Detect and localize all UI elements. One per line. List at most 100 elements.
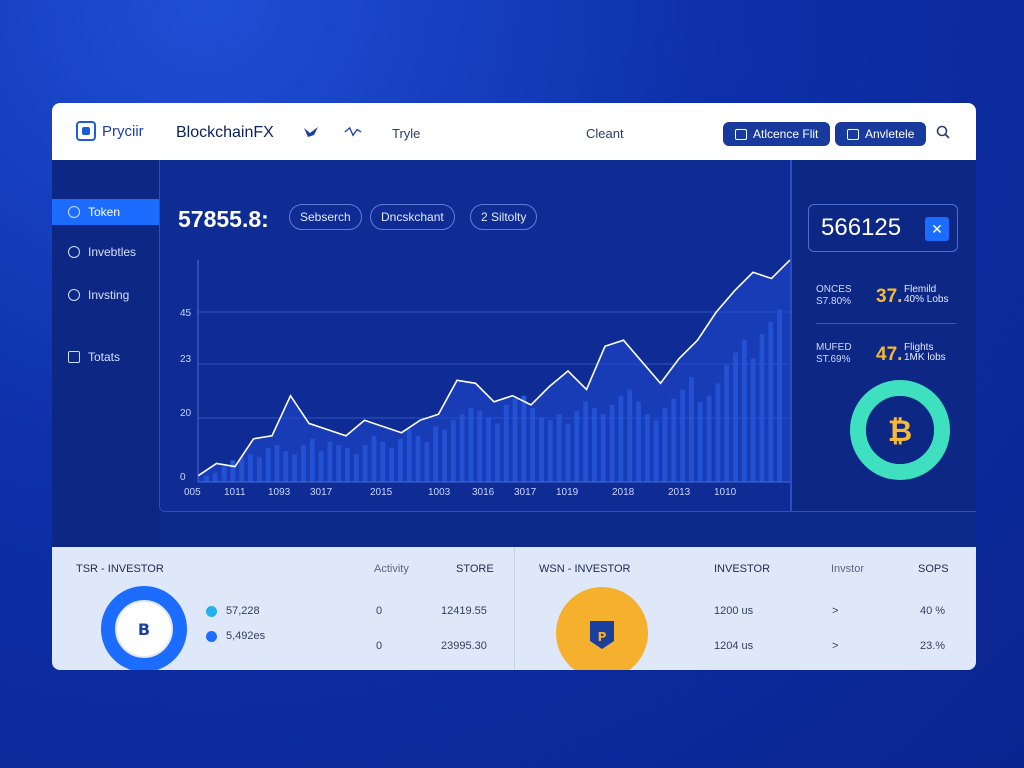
search-chip[interactable]: Sebserch	[289, 204, 362, 230]
stat1-label-b: S7.80%	[816, 296, 852, 307]
investor-panel: TSR - INVESTOR Activity STORE B 57,228 5…	[52, 547, 976, 670]
x-tick-label: 2013	[668, 487, 691, 498]
value-box-text: 566125	[821, 214, 902, 241]
bottom-divider	[514, 547, 515, 670]
lock-icon	[735, 128, 747, 140]
gold-coin: P	[556, 587, 648, 670]
logo-icon	[76, 121, 96, 141]
stat1-big: 37.	[876, 286, 903, 307]
stat2-big: 47.	[876, 344, 903, 365]
left-col-activity[interactable]: Activity	[374, 563, 409, 575]
table-cell: 40 %	[920, 605, 946, 617]
stat2-side: Flights 1MK lobs	[904, 343, 946, 363]
right-col-investor[interactable]: INVESTOR	[714, 563, 771, 575]
x-tick-label: 3016	[472, 487, 495, 498]
wallet-icon	[847, 128, 859, 140]
right-table-title: WSN - INVESTOR	[539, 563, 631, 575]
people-icon	[68, 246, 80, 258]
x-tick-label: 1019	[556, 487, 579, 498]
x-tick-label: 3017	[310, 487, 333, 498]
table-cell: 23.%	[920, 640, 946, 652]
sidebar-item-invsting[interactable]: Invsting	[52, 282, 159, 308]
legend-label-1: 57,228	[226, 605, 260, 617]
row-arrow[interactable]: >	[832, 605, 839, 617]
clock-icon	[68, 289, 80, 301]
close-icon[interactable]: ✕	[925, 217, 949, 241]
x-tick-label: 2018	[612, 487, 635, 498]
stat2-label: MUFED ST.69%	[816, 342, 852, 366]
top-bar: Pryciir BlockchainFX Tryle Cleant Atlcen…	[52, 103, 976, 160]
logo[interactable]: Pryciir	[76, 121, 144, 141]
coin-b-icon: B	[138, 620, 150, 639]
bitcoin-donut: ₿	[850, 380, 950, 480]
lock-button[interactable]: Atlcence Flit	[723, 122, 831, 146]
brand-title: BlockchainFX	[176, 124, 274, 141]
right-col-invstor[interactable]: Invstor	[831, 563, 865, 575]
sidebar-item-totats[interactable]: Totats	[52, 344, 159, 370]
right-col-sops[interactable]: SOPS	[918, 563, 949, 575]
price-line	[197, 259, 790, 477]
right-panel: 566125 ✕ ONCES S7.80% 37. Flemild 40% Lo…	[791, 160, 976, 512]
route-icon[interactable]	[344, 125, 362, 139]
price-chart[interactable]: 45 23 20 0 005 1011 1093 3017 2015 1003 3016 3017 10…	[160, 250, 790, 502]
sidebar: Token Invebtles Invsting Totats	[52, 160, 159, 547]
y-tick-label: 20	[180, 408, 192, 419]
bird-icon[interactable]	[302, 125, 320, 139]
legend-dot-2	[206, 631, 217, 642]
row-arrow[interactable]: >	[832, 640, 839, 652]
coin-p-icon: P	[598, 630, 607, 644]
table-cell: 1204 us	[714, 640, 754, 652]
x-tick-label: 2015	[370, 487, 393, 498]
sidebar-item-label: Invebtles	[88, 245, 137, 259]
y-tick-label: 45	[180, 308, 192, 319]
stat1-label: ONCES S7.80%	[816, 284, 852, 308]
stat1-side-b: 40% Lobs	[904, 294, 949, 305]
stat1-label-a: ONCES	[816, 284, 852, 295]
smile-icon	[68, 206, 80, 218]
legend-dot-1	[206, 606, 217, 617]
stat2-side-b: 1MK lobs	[904, 352, 946, 363]
nav-item-tryle[interactable]: Tryle	[392, 126, 421, 141]
logo-text: Pryciir	[102, 122, 144, 140]
value-box: 566125 ✕	[808, 204, 958, 252]
sidebar-item-token[interactable]: Token	[52, 199, 159, 225]
search-icon[interactable]	[936, 125, 950, 139]
document-icon	[68, 351, 80, 363]
wallet-button-label: Anvletele	[865, 127, 915, 141]
table-cell: 0	[376, 640, 383, 652]
stat2-label-a: MUFED	[816, 342, 852, 353]
stat2-side-a: Flights	[904, 342, 934, 353]
x-tick-label: 005	[184, 487, 201, 498]
table-cell: 12419.55	[441, 605, 487, 617]
legend-label-2: 5,492es	[226, 630, 266, 642]
stat-divider	[816, 323, 956, 324]
stability-chip[interactable]: 2 Siltolty	[470, 204, 538, 230]
x-tick-label: 1093	[268, 487, 291, 498]
x-tick-label: 1003	[428, 487, 451, 498]
lock-button-label: Atlcence Flit	[753, 127, 819, 141]
tsr-donut: B	[101, 586, 187, 670]
nav-center-text[interactable]: Cleant	[586, 126, 624, 141]
table-cell: 0	[376, 605, 383, 617]
sidebar-item-label: Invsting	[88, 288, 130, 302]
table-cell: 23995.30	[441, 640, 487, 652]
y-tick-label: 23	[180, 354, 192, 365]
main-value: 57855.8:	[178, 206, 269, 232]
sidebar-item-label: Totats	[88, 350, 121, 364]
chart-panel: 57855.8: Sebserch Dncskchant 2 Siltolty …	[159, 160, 791, 512]
left-col-store[interactable]: STORE	[456, 563, 494, 575]
x-tick-label: 3017	[514, 487, 537, 498]
left-table-title: TSR - INVESTOR	[76, 563, 164, 575]
y-tick-label: 0	[180, 472, 186, 483]
stat1-side: Flemild 40% Lobs	[904, 285, 948, 305]
sidebar-item-invebtles[interactable]: Invebtles	[52, 239, 159, 265]
sidebar-item-label: Token	[88, 205, 121, 219]
x-tick-label: 1011	[224, 487, 246, 498]
x-tick-label: 1010	[714, 487, 737, 498]
app-window: Pryciir BlockchainFX Tryle Cleant Atlcen…	[52, 103, 976, 670]
bitcoin-icon: ₿	[888, 414, 912, 449]
wallet-button[interactable]: Anvletele	[835, 122, 927, 146]
stat1-side-a: Flemild	[904, 284, 937, 295]
blockchain-chip[interactable]: Dncskchant	[370, 204, 455, 230]
table-cell: 1200 us	[714, 605, 754, 617]
